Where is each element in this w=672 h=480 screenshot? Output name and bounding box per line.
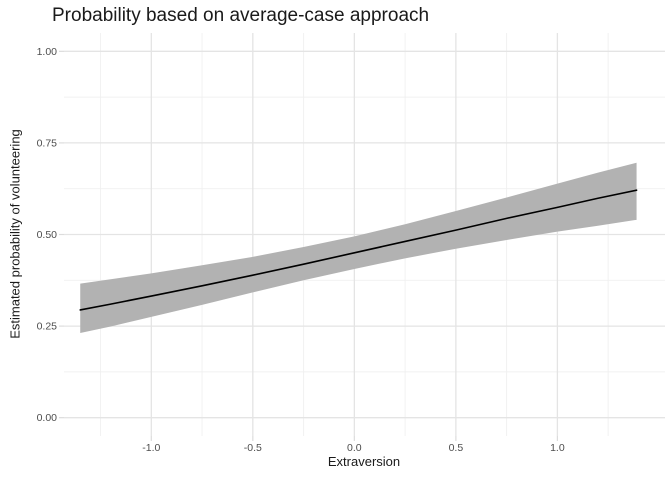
x-tick-label: 0.5: [449, 442, 464, 454]
x-tick-label: 1.0: [550, 442, 565, 454]
x-tick-label: -1.0: [142, 442, 160, 454]
y-tick-label: 0.50: [37, 229, 58, 241]
confidence-ribbon: [80, 162, 637, 334]
y-tick-label: 1.00: [37, 46, 58, 58]
x-tick-label: -0.5: [244, 442, 262, 454]
y-tick-label: 0.75: [37, 137, 58, 149]
y-tick-label: 0.00: [37, 412, 58, 424]
x-axis-title: Extraversion: [327, 454, 401, 469]
chart-title: Probability based on average-case approa…: [52, 5, 430, 26]
y-tick-label: 0.25: [37, 321, 58, 333]
fit-line: [79, 189, 638, 311]
x-tick-label: 0.0: [347, 442, 362, 454]
